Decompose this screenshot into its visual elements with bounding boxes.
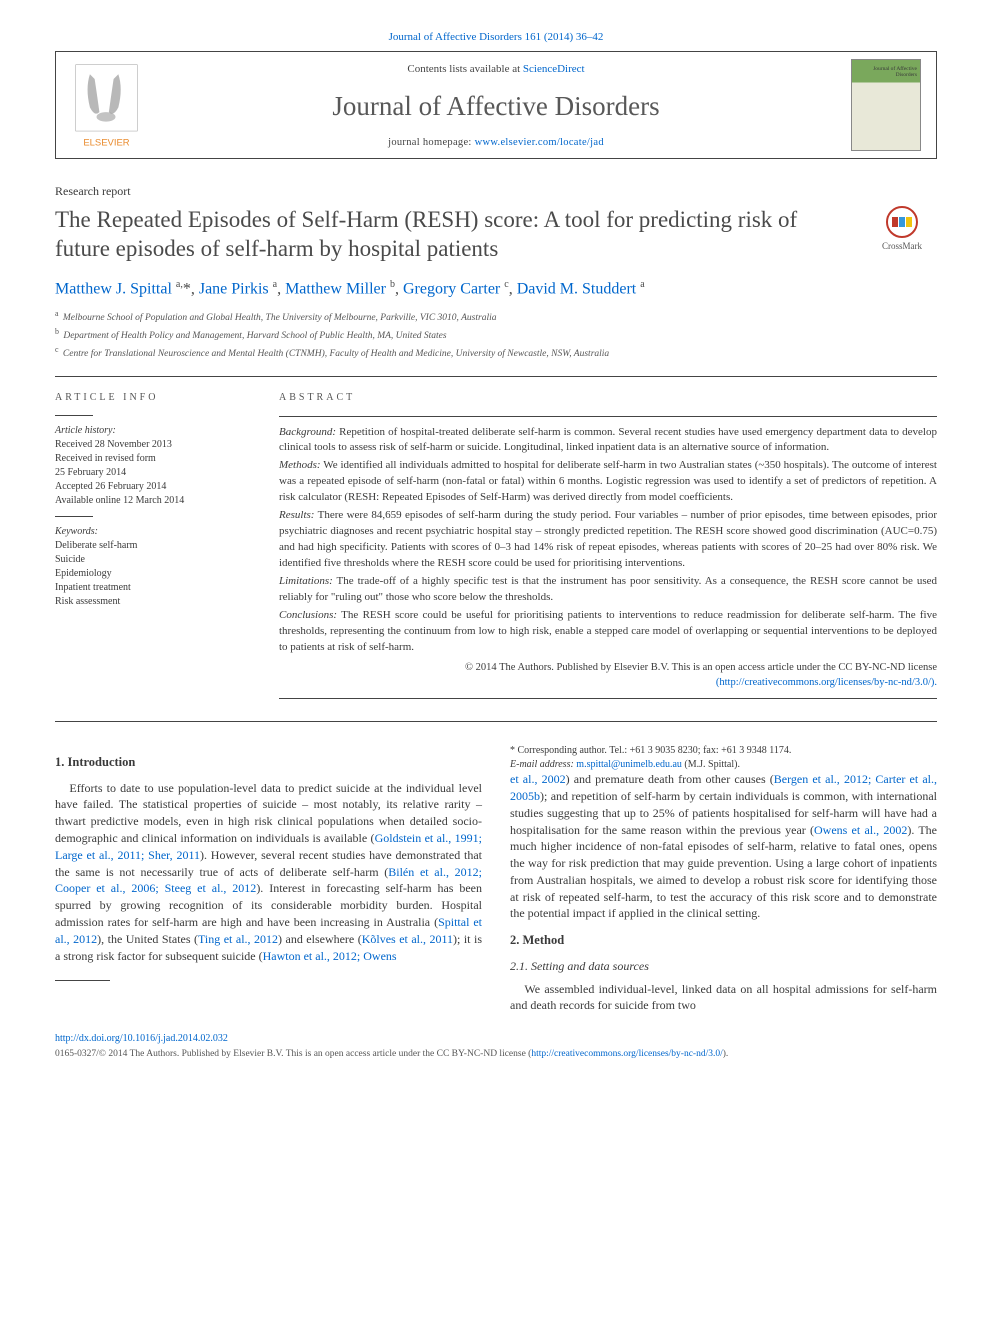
journal-cover-area: Journal of AffectiveDisorders [836,52,936,158]
abstract-background: Background: Repetition of hospital-treat… [279,425,937,457]
abstract-limitations: Limitations: The trade-off of a highly s… [279,574,937,606]
ref-link[interactable]: Hawton et al., 2012; Owens [263,949,397,963]
revised-date: 25 February 2014 [55,466,255,480]
article-title: The Repeated Episodes of Self-Harm (RESH… [55,206,937,264]
method-subheading: 2.1. Setting and data sources [510,958,937,975]
method-paragraph: We assembled individual-level, linked da… [510,981,937,1015]
publisher-logo-area: ELSEVIER [56,52,156,158]
article-body: 1. Introduction Efforts to date to use p… [55,744,937,1014]
affiliation-line: c Centre for Translational Neuroscience … [55,344,937,362]
article-type-label: Research report [55,183,937,200]
bottom-metadata: http://dx.doi.org/10.1016/j.jad.2014.02.… [55,1032,937,1061]
journal-homepage-line: journal homepage: www.elsevier.com/locat… [156,136,836,151]
email-link[interactable]: m.spittal@unimelb.edu.au [576,759,682,770]
elsevier-logo-icon: ELSEVIER [69,60,144,150]
keywords-list: Deliberate self-harmSuicideEpidemiologyI… [55,539,255,609]
received-date: Received 28 November 2013 [55,438,255,452]
article-info-heading: ARTICLE INFO [55,391,255,405]
mini-divider [55,415,93,416]
revised-label: Received in revised form [55,452,255,466]
license-link[interactable]: (http://creativecommons.org/licenses/by-… [716,677,937,688]
abstract-results: Results: There were 84,659 episodes of s… [279,508,937,572]
keyword-item: Epidemiology [55,567,255,581]
method-heading: 2. Method [510,932,937,950]
author-link[interactable]: Matthew Miller [285,280,386,297]
journal-cover-icon: Journal of AffectiveDisorders [851,59,921,151]
crossmark-icon [886,206,918,238]
ref-link[interactable]: Ting et al., 2012 [198,932,278,946]
intro-paragraph-1: Efforts to date to use population-level … [55,780,482,965]
contents-available-line: Contents lists available at ScienceDirec… [156,62,836,77]
issn-line: 0165-0327/© 2014 The Authors. Published … [55,1048,937,1061]
affiliation-line: b Department of Health Policy and Manage… [55,326,937,344]
doi-link[interactable]: http://dx.doi.org/10.1016/j.jad.2014.02.… [55,1033,228,1044]
authors-line: Matthew J. Spittal a,*, Jane Pirkis a, M… [55,278,937,301]
divider-bottom [55,721,937,722]
intro-heading: 1. Introduction [55,754,482,772]
ref-link[interactable]: Kõlves et al., 2011 [362,932,453,946]
elsevier-text: ELSEVIER [83,138,129,149]
sciencedirect-link[interactable]: ScienceDirect [523,63,585,75]
keywords-label: Keywords: [55,525,255,539]
author-link[interactable]: Gregory Carter [403,280,500,297]
abstract-conclusions: Conclusions: The RESH score could be use… [279,608,937,656]
intro-paragraph-2: et al., 2002) and premature death from o… [510,771,937,922]
article-info-column: ARTICLE INFO Article history: Received 2… [55,391,255,707]
affiliations-block: a Melbourne School of Population and Glo… [55,308,937,362]
author-link[interactable]: Matthew J. Spittal [55,280,172,297]
license-link-bottom[interactable]: http://creativecommons.org/licenses/by-n… [531,1049,722,1059]
accepted-date: Accepted 26 February 2014 [55,480,255,494]
author-link[interactable]: David M. Studdert [517,280,637,297]
ref-link[interactable]: et al., 2002 [510,772,566,786]
mini-divider [279,416,937,417]
journal-header: ELSEVIER Contents lists available at Sci… [55,51,937,159]
author-link[interactable]: Jane Pirkis [199,280,269,297]
divider-top [55,376,937,377]
abstract-methods: Methods: We identified all individuals a… [279,458,937,506]
journal-homepage-link[interactable]: www.elsevier.com/locate/jad [475,137,604,148]
crossmark-badge[interactable]: CrossMark [867,202,937,257]
copyright-line: © 2014 The Authors. Published by Elsevie… [279,660,937,690]
corresponding-author-footnote: * Corresponding author. Tel.: +61 3 9035… [510,744,937,771]
keyword-item: Deliberate self-harm [55,539,255,553]
keyword-item: Risk assessment [55,595,255,609]
abstract-column: ABSTRACT Background: Repetition of hospi… [279,391,937,707]
ref-link[interactable]: Owens et al., 2002 [814,823,907,837]
footnote-separator [55,980,110,981]
keyword-item: Suicide [55,553,255,567]
journal-citation: Journal of Affective Disorders 161 (2014… [55,30,937,45]
mini-divider [279,698,937,699]
history-label: Article history: [55,424,255,438]
journal-name: Journal of Affective Disorders [156,88,836,126]
mini-divider [55,516,93,517]
online-date: Available online 12 March 2014 [55,494,255,508]
abstract-heading: ABSTRACT [279,391,937,406]
affiliation-line: a Melbourne School of Population and Glo… [55,308,937,326]
crossmark-label: CrossMark [882,240,922,253]
keyword-item: Inpatient treatment [55,581,255,595]
